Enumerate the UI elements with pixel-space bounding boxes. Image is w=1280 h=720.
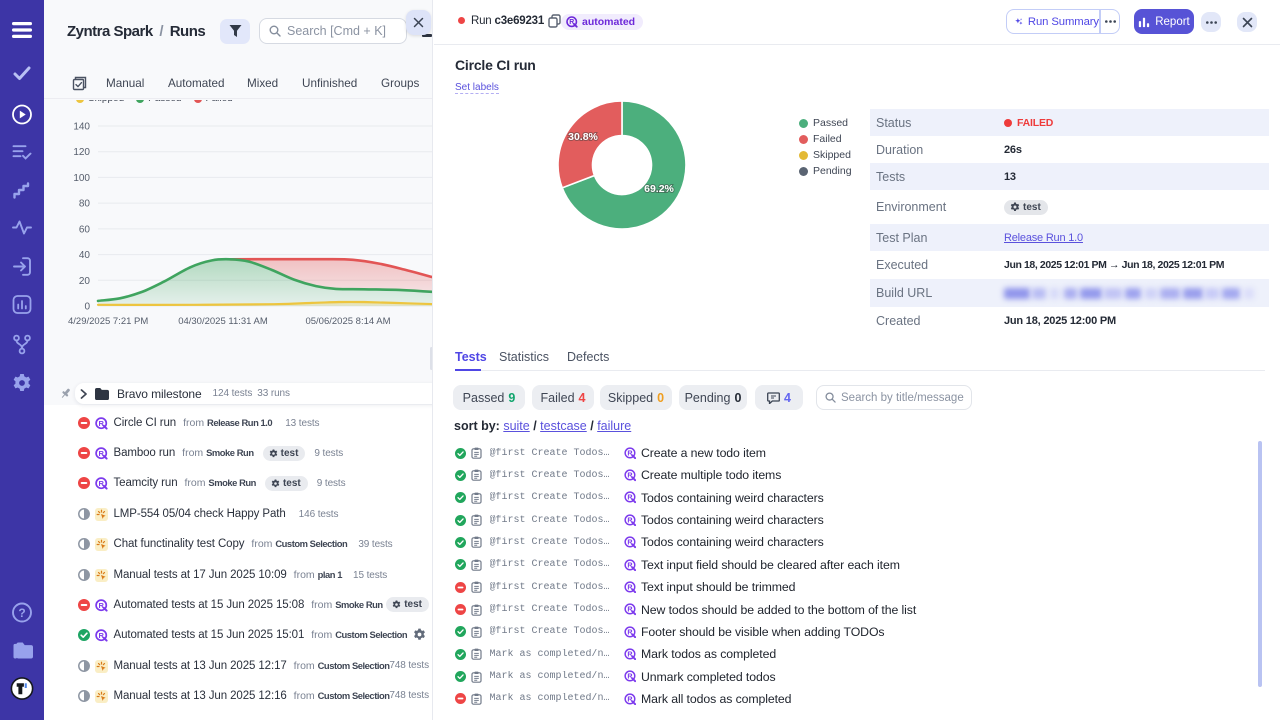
svg-text:R: R: [627, 538, 633, 547]
svg-text:R: R: [98, 478, 104, 487]
svg-text:R: R: [569, 19, 574, 26]
svg-text:R: R: [627, 672, 633, 681]
svg-text:R: R: [627, 448, 633, 457]
svg-text:20: 20: [79, 276, 91, 287]
svg-text:R: R: [98, 448, 104, 457]
svg-text:04/30/2025 11:31 AM: 04/30/2025 11:31 AM: [178, 316, 268, 327]
svg-text:R: R: [627, 560, 633, 569]
svg-text:69.2%: 69.2%: [644, 183, 674, 195]
svg-text:100: 100: [73, 173, 90, 184]
svg-text:R: R: [627, 515, 633, 524]
svg-text:R: R: [98, 630, 104, 639]
svg-text:R: R: [98, 600, 104, 609]
svg-text:?: ?: [18, 606, 25, 620]
svg-text:R: R: [627, 605, 633, 614]
svg-text:140: 140: [73, 122, 90, 133]
svg-text:40: 40: [79, 250, 91, 261]
svg-text:4/29/2025 7:21 PM: 4/29/2025 7:21 PM: [68, 316, 148, 327]
svg-text:R: R: [98, 418, 104, 427]
svg-text:R: R: [627, 582, 633, 591]
svg-text:R: R: [627, 627, 633, 636]
svg-text:120: 120: [73, 147, 90, 158]
svg-text:80: 80: [79, 199, 91, 210]
svg-text:60: 60: [79, 224, 91, 235]
svg-text:R: R: [627, 649, 633, 658]
svg-text:R: R: [627, 694, 633, 703]
svg-text:05/06/2025 8:14 AM: 05/06/2025 8:14 AM: [305, 316, 390, 327]
svg-text:30.8%: 30.8%: [568, 131, 598, 143]
svg-text:R: R: [627, 471, 633, 480]
svg-text:R: R: [627, 493, 633, 502]
svg-text:0: 0: [84, 302, 90, 313]
